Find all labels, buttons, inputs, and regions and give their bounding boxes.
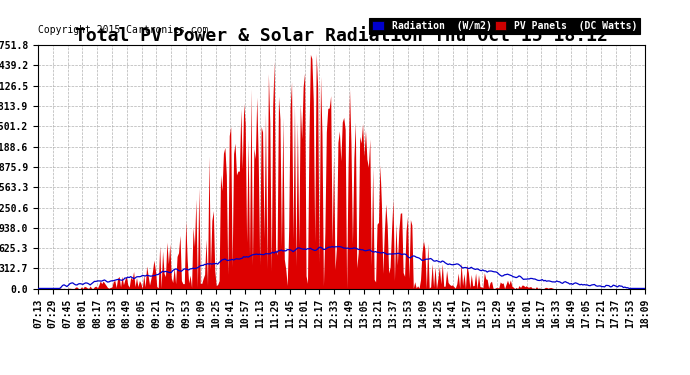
- Text: Copyright 2015 Cartronics.com: Copyright 2015 Cartronics.com: [38, 25, 208, 35]
- Title: Total PV Power & Solar Radiation Thu Oct 15 18:12: Total PV Power & Solar Radiation Thu Oct…: [75, 27, 608, 45]
- Legend: Radiation  (W/m2), PV Panels  (DC Watts): Radiation (W/m2), PV Panels (DC Watts): [369, 18, 640, 34]
